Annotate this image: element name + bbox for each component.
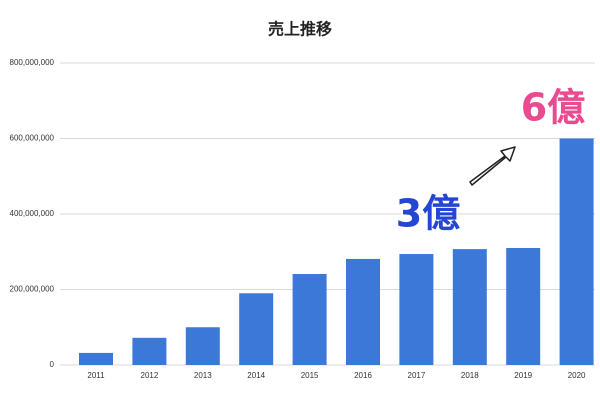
x-tick-label: 2019 bbox=[514, 371, 532, 380]
bar bbox=[79, 352, 113, 365]
x-tick-label: 2016 bbox=[354, 371, 372, 380]
x-tick-label: 2011 bbox=[87, 371, 105, 380]
arrow bbox=[469, 146, 516, 186]
x-tick-label: 2013 bbox=[194, 371, 212, 380]
bar bbox=[559, 138, 594, 365]
y-tick-label: 200,000,000 bbox=[10, 285, 55, 294]
bar bbox=[239, 293, 274, 365]
x-tick-label: 2015 bbox=[301, 371, 319, 380]
bar bbox=[292, 274, 327, 365]
bar bbox=[399, 254, 434, 365]
bar bbox=[452, 249, 487, 365]
x-tick-label: 2014 bbox=[247, 371, 265, 380]
y-tick-label: 0 bbox=[50, 360, 55, 369]
bar bbox=[506, 247, 541, 365]
annotation: 6億 bbox=[521, 86, 585, 130]
bar bbox=[346, 258, 380, 365]
x-tick-label: 2017 bbox=[408, 371, 426, 380]
y-tick-label: 800,000,000 bbox=[10, 58, 55, 67]
bar bbox=[185, 327, 220, 365]
x-tick-label: 2012 bbox=[141, 371, 159, 380]
y-tick-label: 600,000,000 bbox=[10, 134, 55, 143]
annotation: 3億 bbox=[396, 192, 460, 236]
y-tick-label: 400,000,000 bbox=[10, 209, 55, 218]
x-tick-label: 2018 bbox=[461, 371, 479, 380]
x-tick-label: 2020 bbox=[568, 371, 586, 380]
chart-title: 売上推移 bbox=[268, 20, 332, 39]
bar bbox=[132, 337, 167, 365]
